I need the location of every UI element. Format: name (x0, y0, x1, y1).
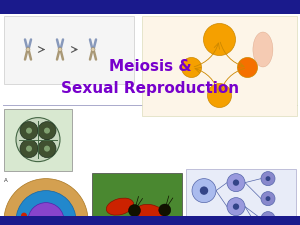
Circle shape (227, 198, 245, 216)
Bar (142, 16, 297, 115)
Circle shape (266, 216, 271, 221)
Circle shape (26, 146, 32, 152)
Circle shape (261, 212, 275, 225)
Circle shape (208, 83, 232, 108)
Circle shape (21, 213, 27, 219)
Circle shape (200, 187, 208, 195)
Circle shape (233, 203, 239, 210)
Circle shape (128, 205, 140, 216)
Circle shape (203, 23, 236, 56)
Circle shape (44, 128, 50, 134)
Circle shape (227, 174, 245, 192)
Circle shape (16, 191, 76, 225)
Circle shape (192, 179, 216, 203)
Circle shape (261, 192, 275, 206)
Circle shape (38, 140, 56, 158)
Circle shape (91, 47, 95, 52)
Bar (186, 169, 296, 225)
Circle shape (238, 58, 257, 77)
Bar (4, 16, 134, 83)
Circle shape (26, 47, 30, 52)
Circle shape (16, 118, 60, 162)
Circle shape (261, 172, 275, 186)
Text: Sexual Reproduction: Sexual Reproduction (61, 81, 239, 96)
Circle shape (44, 146, 50, 152)
Ellipse shape (106, 198, 134, 215)
Circle shape (159, 204, 171, 216)
Bar (0, 216, 300, 225)
Bar (0, 0, 300, 14)
Circle shape (182, 58, 202, 77)
Circle shape (266, 196, 271, 201)
Circle shape (26, 128, 32, 134)
Circle shape (58, 47, 62, 52)
Bar (92, 173, 182, 225)
Circle shape (20, 140, 38, 158)
Circle shape (38, 122, 56, 140)
Ellipse shape (136, 204, 164, 221)
Circle shape (266, 176, 271, 181)
Circle shape (28, 203, 64, 225)
Bar (4, 109, 72, 171)
Circle shape (20, 122, 38, 140)
Circle shape (4, 179, 88, 225)
Text: A: A (4, 178, 8, 183)
Ellipse shape (253, 32, 273, 67)
Circle shape (233, 180, 239, 186)
Text: Meiosis &: Meiosis & (109, 59, 191, 74)
